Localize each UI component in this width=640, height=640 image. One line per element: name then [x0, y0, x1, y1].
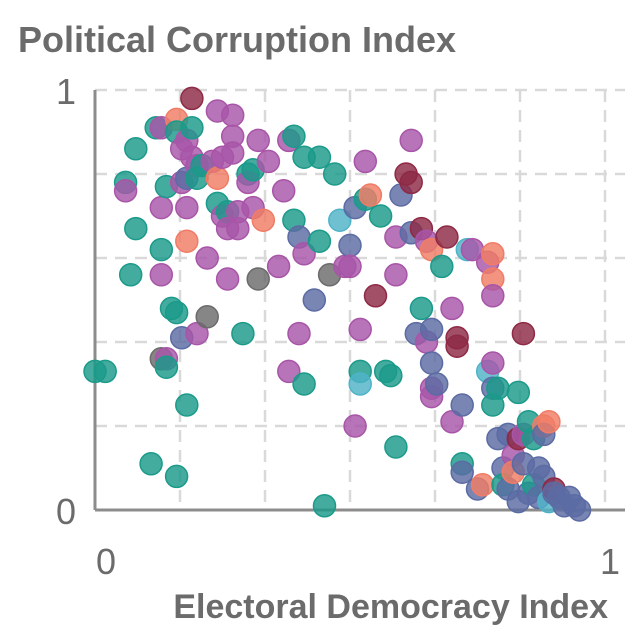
- scatter-point: [175, 195, 199, 220]
- scatter-points: [83, 86, 592, 522]
- scatter-point: [450, 460, 474, 484]
- x-tick-label-1: 1: [600, 541, 620, 582]
- scatter-point: [430, 254, 454, 279]
- scatter-point: [379, 363, 403, 388]
- scatter-point: [440, 296, 464, 321]
- x-tick-label-0: 0: [96, 541, 116, 582]
- scatter-point: [195, 305, 219, 329]
- scatter-point: [226, 216, 250, 241]
- scatter-point: [481, 284, 505, 308]
- scatter-point: [149, 195, 174, 220]
- scatter-point: [307, 145, 332, 169]
- scatter-point: [419, 317, 444, 342]
- scatter-point: [348, 317, 372, 342]
- scatter-point: [450, 393, 474, 417]
- scatter-point: [328, 208, 352, 232]
- scatter-point: [348, 372, 372, 396]
- scatter-point: [445, 334, 469, 358]
- scatter-point: [124, 216, 148, 241]
- chart-title: Political Corruption Index: [18, 19, 456, 60]
- scatter-point: [481, 351, 505, 375]
- scatter-point: [256, 149, 281, 174]
- scatter-point: [124, 137, 148, 161]
- scatter-point: [399, 170, 423, 195]
- scatter-point: [292, 242, 316, 266]
- scatter-point: [220, 103, 245, 127]
- scatter-point: [292, 372, 316, 396]
- scatter-point: [205, 166, 230, 190]
- scatter-point: [322, 162, 347, 186]
- scatter-point: [246, 128, 270, 153]
- scatter-point: [180, 86, 204, 111]
- scatter-point: [470, 473, 495, 497]
- x-axis-title: Electoral Democracy Index: [173, 588, 608, 626]
- scatter-point: [384, 263, 408, 287]
- scatter-point: [154, 355, 179, 379]
- scatter-point: [118, 263, 143, 287]
- scatter-point: [363, 284, 388, 308]
- scatter-point: [164, 300, 189, 325]
- scatter-point: [537, 410, 561, 434]
- scatter-point: [139, 452, 163, 476]
- scatter-point: [149, 237, 174, 262]
- scatter-point: [419, 351, 444, 375]
- scatter-point: [93, 359, 117, 384]
- scatter-point: [195, 246, 219, 270]
- scatter-point: [215, 267, 240, 291]
- scatter-point: [246, 267, 270, 291]
- scatter-point: [287, 321, 311, 346]
- scatter-point: [435, 225, 459, 249]
- scatter-point: [409, 296, 434, 321]
- scatter-point: [338, 254, 362, 279]
- scatter-point: [251, 208, 276, 232]
- scatter-point: [343, 414, 367, 438]
- scatter-point: [271, 179, 296, 203]
- y-tick-label-1: 1: [56, 71, 76, 112]
- scatter-point: [175, 229, 199, 253]
- scatter-point: [164, 464, 189, 489]
- scatter-point: [481, 242, 505, 266]
- scatter-point: [180, 116, 204, 140]
- scatter-point: [384, 435, 408, 459]
- scatter-point: [302, 288, 327, 312]
- scatter-point: [175, 393, 199, 417]
- scatter-point: [338, 233, 362, 258]
- scatter-point: [353, 149, 378, 174]
- scatter-point: [266, 254, 291, 279]
- y-tick-label-0: 0: [56, 491, 76, 532]
- scatter-point: [277, 359, 301, 384]
- scatter-point: [399, 128, 423, 153]
- scatter-point: [312, 494, 337, 518]
- scatter-point: [358, 183, 383, 207]
- scatter-point: [149, 263, 174, 287]
- scatter-point: [486, 376, 510, 400]
- scatter-point: [220, 141, 245, 165]
- scatter-point: [282, 124, 306, 148]
- scatter-point: [506, 380, 531, 405]
- scatter-point: [231, 321, 255, 346]
- scatter-point: [307, 229, 332, 253]
- scatter-point: [424, 372, 449, 396]
- scatter-point: [511, 321, 536, 346]
- scatter-point: [113, 179, 138, 203]
- scatter-point: [567, 498, 592, 522]
- scatter-point: [368, 204, 393, 228]
- axes: [93, 90, 625, 512]
